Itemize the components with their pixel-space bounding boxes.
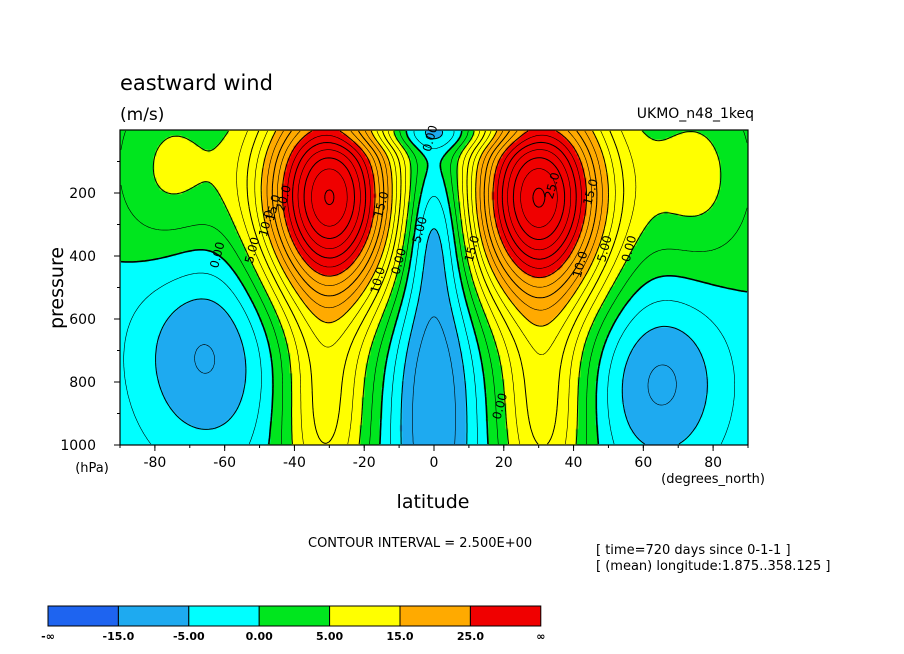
contour-lines — [120, 130, 748, 445]
contour-label: 15.0 — [580, 177, 600, 206]
contour-label: 10.0 — [570, 250, 590, 279]
contour-label: 25.0 — [542, 171, 562, 200]
contour-line — [271, 130, 598, 299]
colorbar-label: 0.00 — [246, 630, 273, 643]
colorbar-label: -5.00 — [173, 630, 205, 643]
contour-line — [277, 130, 592, 288]
y-tick-label: 600 — [69, 312, 96, 328]
contour-line — [303, 157, 566, 240]
x-tick-label: 60 — [634, 455, 652, 471]
contour-line — [120, 130, 748, 445]
x-axis-label: latitude — [397, 491, 470, 513]
contour-label: 0.00 — [207, 240, 227, 269]
colorbar-swatch — [117, 605, 190, 627]
colorbar-swatch — [399, 605, 471, 627]
colorbar-label: -∞ — [41, 630, 55, 643]
contour-label: 10.0 — [368, 265, 388, 294]
x-tick-label: 40 — [565, 455, 583, 471]
colorbar-label: -15.0 — [103, 630, 135, 643]
contour-line — [324, 187, 546, 208]
contour-line — [287, 134, 582, 269]
dataset-name: UKMO_n48_1keq — [637, 106, 754, 122]
chart-units: (m/s) — [120, 105, 164, 125]
contour-interval-text: CONTOUR INTERVAL = 2.500E+00 — [308, 536, 532, 551]
contour-line — [155, 130, 708, 445]
x-tick-label: 80 — [704, 455, 722, 471]
contour-line — [123, 131, 735, 445]
x-axis-ticks: -80 -60 -40 -20 0 20 40 60 80 — [119, 445, 749, 471]
colorbar-swatch — [188, 605, 260, 627]
colorbar-label: 15.0 — [386, 630, 413, 643]
colorbar-swatch — [258, 605, 331, 627]
contour-line — [311, 168, 558, 228]
contour-label: 10.0 — [256, 209, 276, 238]
contour-label: 0.00 — [490, 391, 510, 420]
x-tick-label: -60 — [213, 455, 236, 471]
contour-line — [194, 316, 677, 445]
contour-line — [297, 149, 571, 251]
y-axis-label: pressure — [46, 247, 68, 329]
y-tick-label: 400 — [69, 249, 96, 265]
colorbar-label: 5.00 — [316, 630, 343, 643]
wind-field-fill — [120, 130, 748, 445]
contour-label: 0.00 — [389, 247, 409, 276]
contour-line — [152, 130, 722, 445]
x-tick-label: -20 — [353, 455, 376, 471]
colorbar-label: 25.0 — [457, 630, 484, 643]
x-tick-label: 20 — [495, 455, 513, 471]
contour-label: 15.0 — [263, 193, 283, 222]
contour-label: 15.0 — [462, 234, 482, 263]
contour-label: 5.00 — [242, 236, 262, 265]
contour-label: 5.00 — [594, 234, 614, 263]
chart-title: eastward wind — [120, 71, 273, 95]
colorbar-swatch — [469, 605, 542, 627]
longitude-info: [ (mean) longitude:1.875..358.125 ] — [596, 559, 830, 574]
y-axis-unit: (hPa) — [75, 461, 109, 476]
contour-label: 0.00 — [420, 124, 440, 153]
colorbar-swatch — [329, 605, 401, 627]
time-info: [ time=720 days since 0-1-1 ] — [596, 543, 791, 558]
x-tick-label: -80 — [143, 455, 166, 471]
contour-line — [260, 130, 609, 327]
contour-label: 15.0 — [371, 190, 391, 219]
contour-line — [281, 130, 587, 279]
y-tick-label: 200 — [69, 186, 96, 202]
x-tick-label: 0 — [430, 455, 439, 471]
colorbar: -∞ -15.0 -5.00 0.00 5.00 15.0 25.0 ∞ — [41, 605, 545, 643]
contour-label: 0.00 — [619, 234, 639, 263]
x-axis-unit: (degrees_north) — [661, 472, 765, 487]
contour-label: 20.0 — [273, 184, 293, 213]
contour-line — [266, 130, 603, 311]
contour-line — [292, 141, 577, 260]
colorbar-label: ∞ — [536, 630, 545, 643]
y-tick-label: 1000 — [60, 438, 96, 454]
contour-line — [120, 130, 748, 445]
contour-line — [236, 130, 637, 445]
colorbar-swatch — [47, 605, 119, 627]
contour-line — [246, 130, 625, 445]
contour-line — [254, 130, 616, 355]
y-axis-ticks: 200 400 600 800 1000 — [60, 161, 120, 454]
y-tick-label: 800 — [69, 375, 96, 391]
x-tick-label: -40 — [283, 455, 306, 471]
contour-label: 5.00 — [409, 215, 429, 244]
